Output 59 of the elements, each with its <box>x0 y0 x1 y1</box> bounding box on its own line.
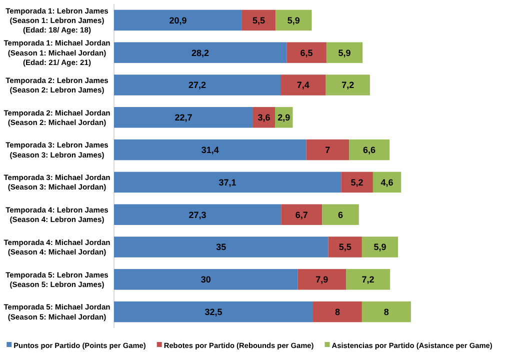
data-label: 35 <box>216 242 226 252</box>
bar <box>312 301 362 322</box>
data-label: 2,9 <box>278 112 290 123</box>
data-label: 6,6 <box>363 144 376 155</box>
data-label: 5,5 <box>252 15 266 26</box>
bar <box>341 172 373 193</box>
data-label: 37,1 <box>218 177 236 188</box>
data-label: 6,7 <box>295 210 308 220</box>
bar <box>362 236 398 258</box>
bar <box>328 236 362 258</box>
data-label: 7,9 <box>316 274 328 285</box>
bar <box>114 301 313 322</box>
bar <box>114 42 287 63</box>
bar <box>281 204 322 225</box>
bar <box>252 107 276 128</box>
bar <box>349 139 390 160</box>
data-label: 27,2 <box>188 80 206 90</box>
bar <box>306 139 350 160</box>
bar <box>372 172 402 193</box>
bar <box>114 269 298 290</box>
data-label: 7,2 <box>362 274 374 285</box>
data-label: 6,5 <box>300 48 313 58</box>
data-label: 32,5 <box>204 306 222 317</box>
data-label: 22,7 <box>174 112 192 123</box>
data-label: 27,3 <box>188 210 206 220</box>
bar <box>276 10 312 31</box>
data-label: 8 <box>384 306 389 317</box>
data-label: 4,6 <box>380 177 394 188</box>
bar <box>114 204 282 225</box>
bar <box>114 107 253 128</box>
bar <box>114 10 242 31</box>
data-label: 5,9 <box>338 48 351 58</box>
data-label: 31,4 <box>201 144 219 155</box>
data-label: 6 <box>338 210 344 220</box>
data-label: 7 <box>325 144 330 155</box>
bar <box>114 172 342 193</box>
bar <box>280 74 326 96</box>
data-label: 5,9 <box>287 15 300 26</box>
bar <box>326 42 363 63</box>
data-label: 8 <box>334 306 340 317</box>
bar <box>286 42 326 63</box>
bar <box>326 74 370 96</box>
data-label: 28,2 <box>192 48 210 58</box>
data-label: 5,2 <box>350 177 364 188</box>
data-label: 7,4 <box>296 80 310 90</box>
bar <box>322 204 359 225</box>
bar <box>114 236 328 258</box>
bar <box>362 301 411 322</box>
data-label: 20,9 <box>169 15 187 26</box>
data-label: 30 <box>200 274 211 285</box>
bar <box>298 269 346 290</box>
bar <box>114 139 306 160</box>
data-label: 3,6 <box>258 112 270 123</box>
data-label: 7,2 <box>342 80 354 90</box>
bar <box>242 10 276 31</box>
bar <box>114 74 281 96</box>
data-label: 5,9 <box>374 242 386 252</box>
data-label: 5,5 <box>338 242 352 252</box>
bar <box>346 269 390 290</box>
